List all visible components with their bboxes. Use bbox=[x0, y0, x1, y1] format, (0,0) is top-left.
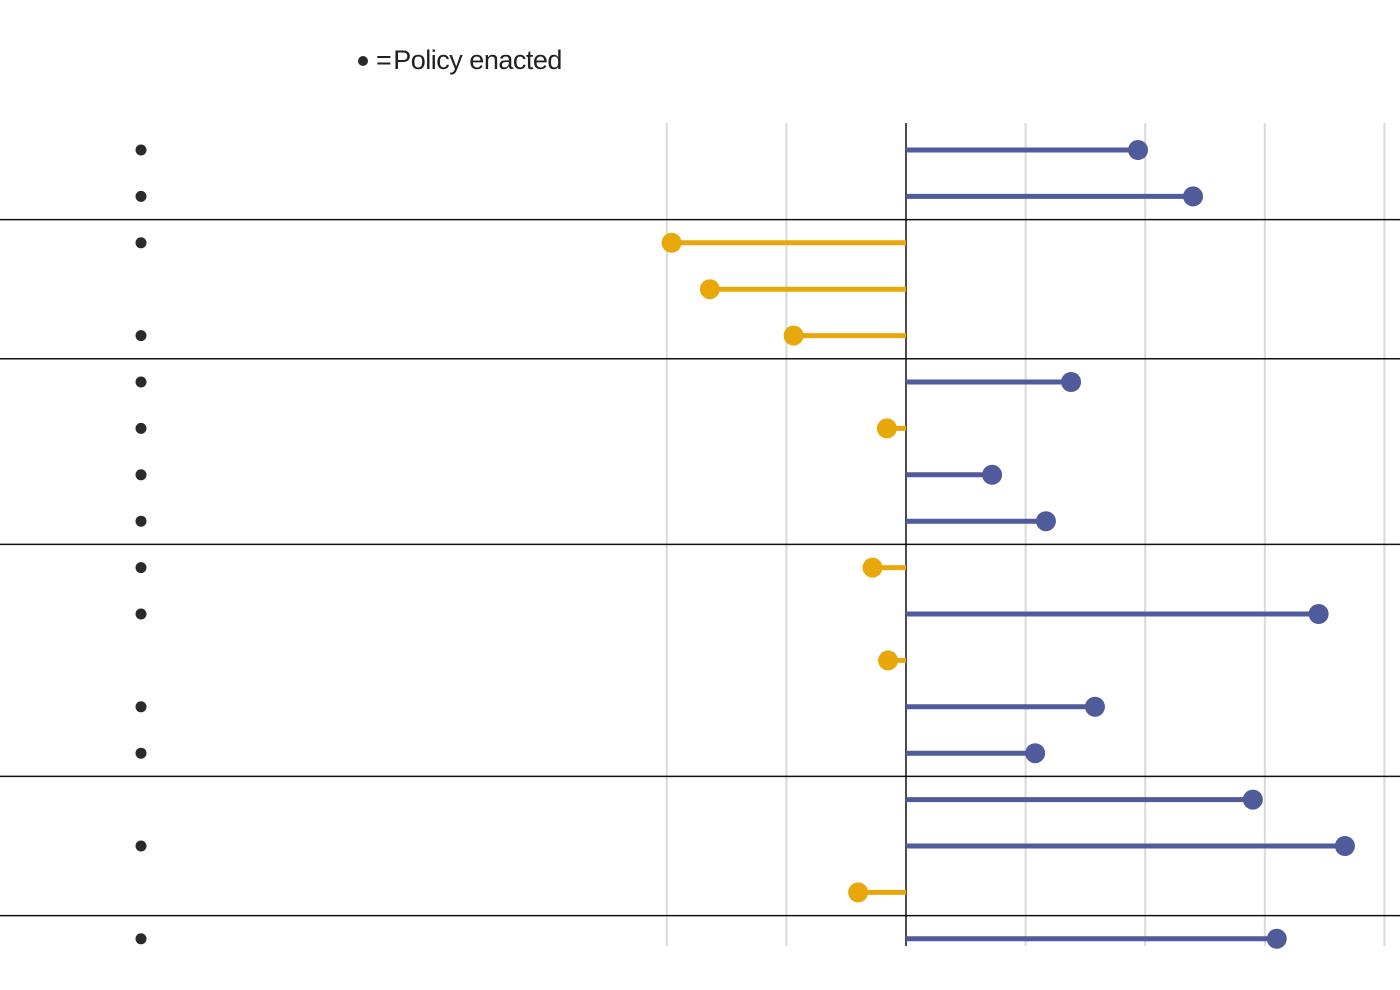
legend-equals-sign: = bbox=[376, 44, 392, 75]
lollipop-dot bbox=[661, 232, 682, 253]
lollipop-dot bbox=[1308, 604, 1329, 624]
lollipop-dot bbox=[982, 464, 1003, 485]
lollipop-dot bbox=[1334, 836, 1355, 856]
lollipop-dot bbox=[1061, 372, 1082, 392]
lollipop-dot bbox=[1128, 140, 1149, 160]
lollipop-dot bbox=[848, 882, 869, 903]
policy-enacted-dot bbox=[135, 562, 147, 574]
policy-enacted-dot bbox=[135, 933, 147, 945]
lollipop-dot bbox=[862, 557, 883, 578]
lollipop-dot bbox=[1035, 511, 1056, 532]
lollipop-dot bbox=[783, 325, 804, 346]
policy-enacted-dot bbox=[135, 422, 147, 434]
policy-enacted-dot bbox=[135, 330, 147, 342]
policy-enacted-dot bbox=[135, 701, 147, 713]
policy-enacted-dot bbox=[135, 469, 147, 481]
policy-enacted-dot bbox=[135, 376, 147, 388]
lollipop-dot bbox=[878, 650, 899, 671]
lollipop-dot bbox=[1025, 743, 1046, 764]
legend: = Policy enacted bbox=[358, 40, 562, 80]
legend-label: Policy enacted bbox=[393, 44, 562, 75]
legend-enacted-dot-icon bbox=[358, 56, 368, 66]
policy-enacted-dot bbox=[135, 515, 147, 527]
policy-enacted-dot bbox=[135, 608, 147, 620]
policy-enacted-dot bbox=[135, 840, 147, 852]
lollipop-dot bbox=[1183, 186, 1204, 207]
lollipop-dot bbox=[1266, 928, 1287, 949]
policy-enacted-dot bbox=[135, 144, 147, 156]
lollipop-dot bbox=[876, 418, 897, 439]
lollipop-dot bbox=[1084, 696, 1105, 717]
policy-enacted-dot bbox=[135, 747, 147, 759]
policy-enacted-dot bbox=[135, 237, 147, 249]
lollipop-dot bbox=[699, 279, 720, 300]
lollipop-dot bbox=[1242, 789, 1263, 810]
policy-enacted-dot bbox=[135, 190, 147, 202]
